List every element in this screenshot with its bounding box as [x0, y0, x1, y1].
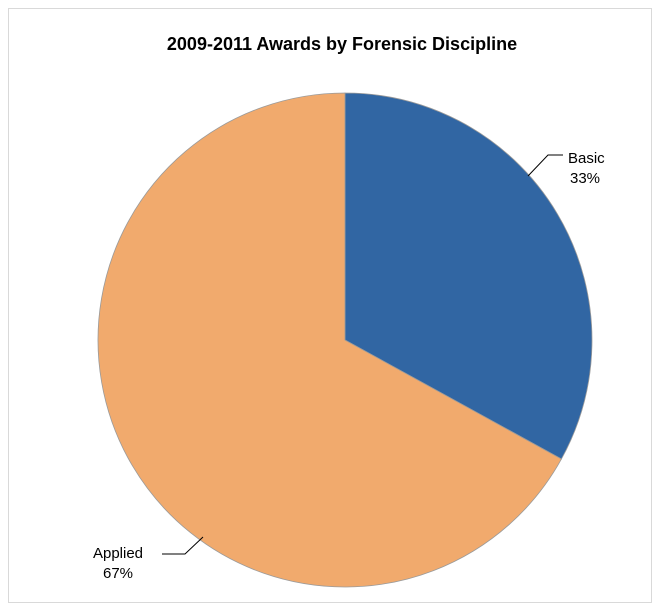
leader-line-basic	[527, 154, 563, 177]
pie-slice-basic	[344, 92, 593, 460]
data-label-category-basic: Basic	[568, 150, 605, 167]
data-label-category-applied: Applied	[93, 545, 143, 562]
leader-line-applied	[162, 536, 204, 555]
data-label-percent-applied: 67%	[103, 565, 133, 582]
data-label-percent-basic: 33%	[570, 170, 600, 187]
pie-slice-applied	[97, 92, 562, 588]
chart-title: 2009-2011 Awards by Forensic Discipline	[167, 34, 517, 54]
